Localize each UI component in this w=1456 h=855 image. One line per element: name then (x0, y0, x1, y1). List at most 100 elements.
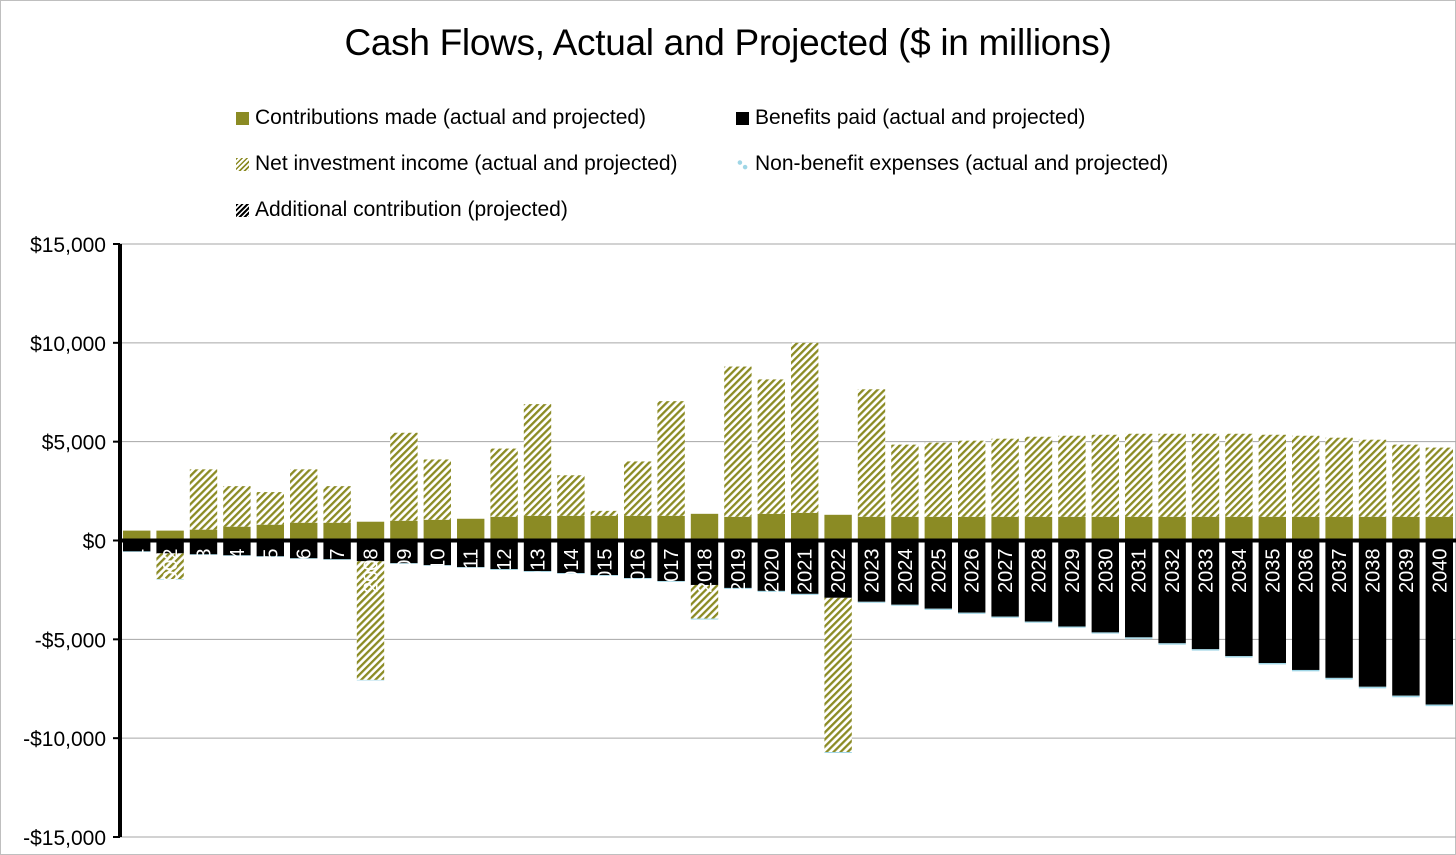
bar-expenses-2001 (123, 551, 151, 552)
legend-label-benefits: Benefits paid (actual and projected) (755, 106, 1086, 129)
bar-benefits-2037 (1325, 540, 1353, 678)
bar-investment-2008 (356, 561, 385, 680)
bar-expenses-2011 (457, 567, 485, 568)
bar-contributions-2023 (857, 516, 886, 541)
bar-expenses-2040 (1425, 704, 1453, 707)
bar-contributions-2007 (323, 522, 351, 541)
x-tick-label: 2039 (1396, 549, 1418, 594)
bar-contributions-2029 (1058, 516, 1086, 541)
legend-item-expenses: Non-benefit expenses (actual and project… (736, 152, 1168, 176)
legend-label-additional: Additional contribution (projected) (255, 198, 568, 221)
bar-contributions-2011 (457, 518, 485, 541)
bar-contributions-2015 (590, 515, 618, 541)
bar-expenses-2017 (657, 581, 685, 582)
x-tick-label: 2023 (862, 549, 884, 594)
bar-contributions-2037 (1325, 516, 1353, 541)
bar-contributions-2035 (1258, 516, 1286, 541)
bar-contributions-2020 (757, 513, 785, 541)
bar-investment-2023 (857, 389, 886, 517)
bar-benefits-2001 (123, 540, 151, 552)
legend-swatch-expenses (736, 158, 749, 171)
bar-expenses-2002 (156, 579, 184, 580)
x-tick-label: 2011 (461, 549, 483, 592)
bar-expenses-2036 (1292, 669, 1320, 672)
bar-benefits-2020 (757, 540, 785, 591)
bar-benefits-2012 (490, 540, 518, 570)
bar-investment-2040 (1425, 447, 1453, 517)
bar-benefits-2007 (323, 540, 351, 560)
bar-expenses-2019 (724, 587, 752, 589)
bar-investment-2027 (991, 438, 1019, 517)
x-tick-label: 2020 (761, 549, 783, 594)
bar-expenses-2024 (891, 604, 919, 606)
bar-investment-2014 (557, 475, 585, 516)
x-tick-label: 2007 (327, 549, 349, 594)
bar-contributions-2028 (1024, 516, 1053, 541)
x-tick-label: 2034 (1229, 549, 1251, 594)
bar-expenses-2016 (624, 578, 652, 579)
bar-benefits-2009 (390, 540, 418, 564)
bar-contributions-2022 (824, 514, 852, 541)
bar-benefits-2032 (1158, 540, 1186, 644)
bar-investment-2037 (1325, 437, 1353, 517)
x-tick-label: 2001 (127, 549, 149, 594)
bar-benefits-2040 (1425, 540, 1453, 705)
x-tick-label: 2038 (1363, 549, 1385, 594)
bar-contributions-2016 (624, 515, 652, 541)
bar-expenses-2012 (490, 569, 518, 570)
bar-expenses-2029 (1058, 626, 1086, 628)
bar-benefits-2018 (690, 540, 719, 585)
bar-benefits-2006 (290, 540, 318, 559)
bar-investment-2033 (1191, 433, 1220, 517)
bar-benefits-2023 (857, 540, 886, 602)
x-tick-label: 2005 (260, 549, 282, 594)
legend-swatch-investment (236, 158, 249, 171)
bar-contributions-2032 (1158, 516, 1186, 541)
bar-benefits-2026 (958, 540, 986, 613)
bar-investment-2039 (1392, 444, 1420, 517)
bar-investment-2004 (223, 486, 251, 527)
x-tick-label: 2033 (1196, 549, 1218, 594)
chart-title: Cash Flows, Actual and Projected ($ in m… (344, 22, 1112, 63)
bar-benefits-2029 (1058, 540, 1086, 627)
x-tick-label: 2032 (1162, 549, 1184, 594)
bar-expenses-2014 (557, 573, 585, 574)
x-tick-label: 2003 (194, 549, 216, 594)
x-tick-label: 2014 (561, 549, 583, 594)
bar-benefits-2003 (189, 540, 218, 555)
legend-item-investment: Net investment income (actual and projec… (236, 152, 678, 176)
x-tick-label: 2040 (1429, 549, 1451, 594)
bar-benefits-2011 (457, 540, 485, 568)
bar-expenses-2010 (423, 565, 451, 566)
bar-expenses-2032 (1158, 643, 1186, 645)
bar-expenses-2031 (1125, 637, 1153, 639)
x-tick-label: 2016 (628, 549, 650, 594)
bar-expenses-2026 (958, 612, 986, 614)
bar-investment-2013 (523, 404, 552, 516)
bar-investment-2036 (1292, 435, 1320, 517)
bar-expenses-2015 (590, 575, 618, 576)
bar-benefits-2031 (1125, 540, 1153, 638)
bar-contributions-2012 (490, 516, 518, 541)
bar-investment-2022 (824, 597, 852, 752)
x-tick-label: 2015 (594, 549, 616, 594)
x-tick-label: 2010 (427, 549, 449, 594)
bar-expenses-2033 (1191, 649, 1220, 651)
bar-benefits-2038 (1358, 540, 1387, 687)
bar-expenses-2038 (1358, 686, 1387, 689)
bar-benefits-2005 (256, 540, 284, 557)
legend-swatch-additional (236, 204, 249, 217)
bar-investment-2019 (724, 366, 752, 517)
bar-benefits-2033 (1191, 540, 1220, 650)
bar-investment-2029 (1058, 435, 1086, 517)
bar-benefits-2015 (590, 540, 618, 576)
x-tick-label: 2030 (1095, 549, 1117, 594)
x-tick-label: 2012 (494, 549, 516, 594)
bar-contributions-2008 (356, 521, 385, 541)
bar-investment-2025 (924, 442, 952, 517)
bar-investment-2017 (657, 401, 685, 516)
bar-benefits-2008 (356, 540, 385, 562)
bar-contributions-2013 (523, 515, 552, 541)
bar-investment-2032 (1158, 433, 1186, 517)
bar-benefits-2010 (423, 540, 451, 566)
